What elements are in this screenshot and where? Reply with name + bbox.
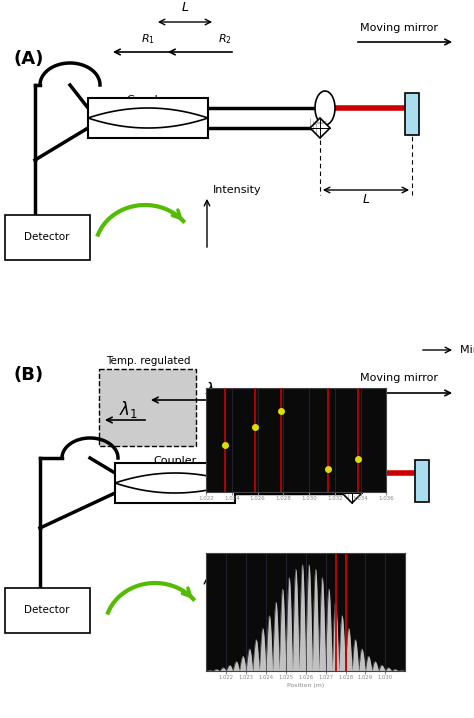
Text: Coupler: Coupler — [127, 95, 170, 105]
Bar — [115, 463, 235, 503]
FancyBboxPatch shape — [99, 369, 196, 446]
Text: Moving mirror: Moving mirror — [360, 373, 438, 383]
Text: L: L — [182, 1, 189, 14]
Text: Intensity: Intensity — [213, 185, 262, 195]
Text: $R_2$: $R_2$ — [218, 32, 232, 46]
Text: $R_1$: $R_1$ — [141, 32, 155, 46]
Text: Detector: Detector — [24, 605, 70, 615]
Text: Detector: Detector — [24, 232, 70, 242]
Text: Mirror position: Mirror position — [460, 345, 474, 355]
Text: (A): (A) — [14, 50, 45, 68]
Bar — [415, 460, 429, 502]
Polygon shape — [310, 118, 330, 138]
X-axis label: Position (m): Position (m) — [287, 684, 324, 689]
Text: Intensity: Intensity — [213, 563, 262, 573]
Polygon shape — [342, 483, 362, 503]
Text: Moving mirror: Moving mirror — [360, 23, 438, 33]
Bar — [5, 215, 90, 260]
Ellipse shape — [315, 91, 335, 125]
Bar — [5, 588, 90, 633]
Text: (B): (B) — [14, 366, 44, 384]
Text: $\lambda_1$: $\lambda_1$ — [118, 399, 137, 421]
Bar — [405, 93, 419, 135]
Text: Coupler: Coupler — [154, 456, 197, 466]
Text: Temp. regulated: Temp. regulated — [106, 356, 190, 366]
Ellipse shape — [348, 456, 368, 490]
Text: $\lambda_2$: $\lambda_2$ — [205, 381, 222, 399]
Bar — [88, 98, 208, 138]
Text: L: L — [363, 193, 370, 206]
